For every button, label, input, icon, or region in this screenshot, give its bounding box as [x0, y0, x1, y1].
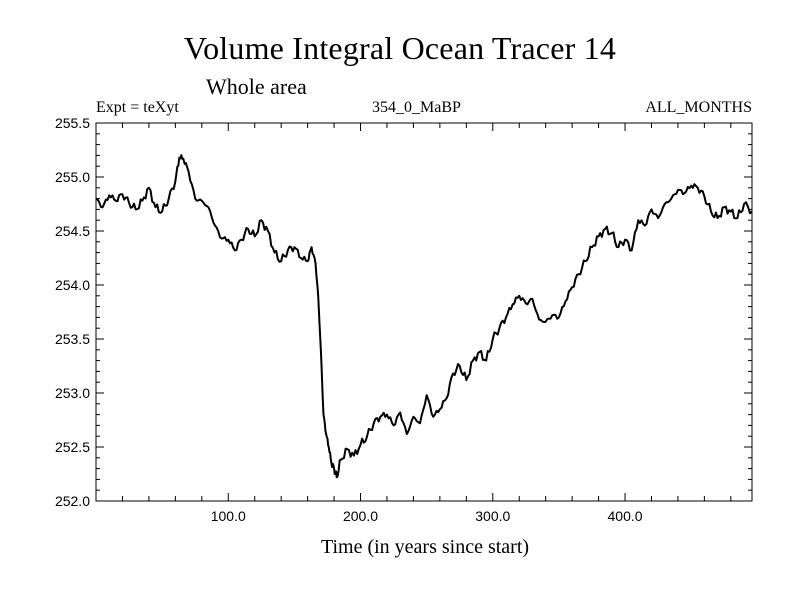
y-tick-label: 254.0 — [55, 277, 90, 293]
chart-subtitle: Whole area — [206, 74, 307, 99]
y-tick-label: 252.0 — [55, 493, 90, 509]
y-tick-label: 253.0 — [55, 385, 90, 401]
axis-tick-labels: 100.0 200.0 300.0 400.0 252.0 252.5 253.0 253.5… — [55, 115, 643, 524]
chart-title: Volume Integral Ocean Tracer 14 — [183, 30, 617, 66]
x-tick-label: 200.0 — [343, 508, 378, 524]
y-tick-label: 253.5 — [55, 331, 90, 347]
y-tick-label: 255.0 — [55, 169, 90, 185]
experiment-label: Expt = teXyt — [96, 99, 179, 116]
x-tick-label: 100.0 — [211, 508, 246, 524]
plot-frame — [95, 122, 753, 502]
x-tick-label: 400.0 — [608, 508, 643, 524]
x-tick-label: 300.0 — [475, 508, 510, 524]
y-tick-label: 254.5 — [55, 223, 90, 239]
y-tick-label: 255.5 — [55, 115, 90, 131]
x-axis-label: Time (in years since start) — [320, 536, 530, 558]
months-label: ALL_MONTHS — [645, 99, 752, 116]
axis-ticks — [96, 122, 752, 502]
run-label: 354_0_MaBP — [372, 99, 461, 116]
series-line — [95, 154, 753, 479]
y-tick-label: 252.5 — [55, 439, 90, 455]
